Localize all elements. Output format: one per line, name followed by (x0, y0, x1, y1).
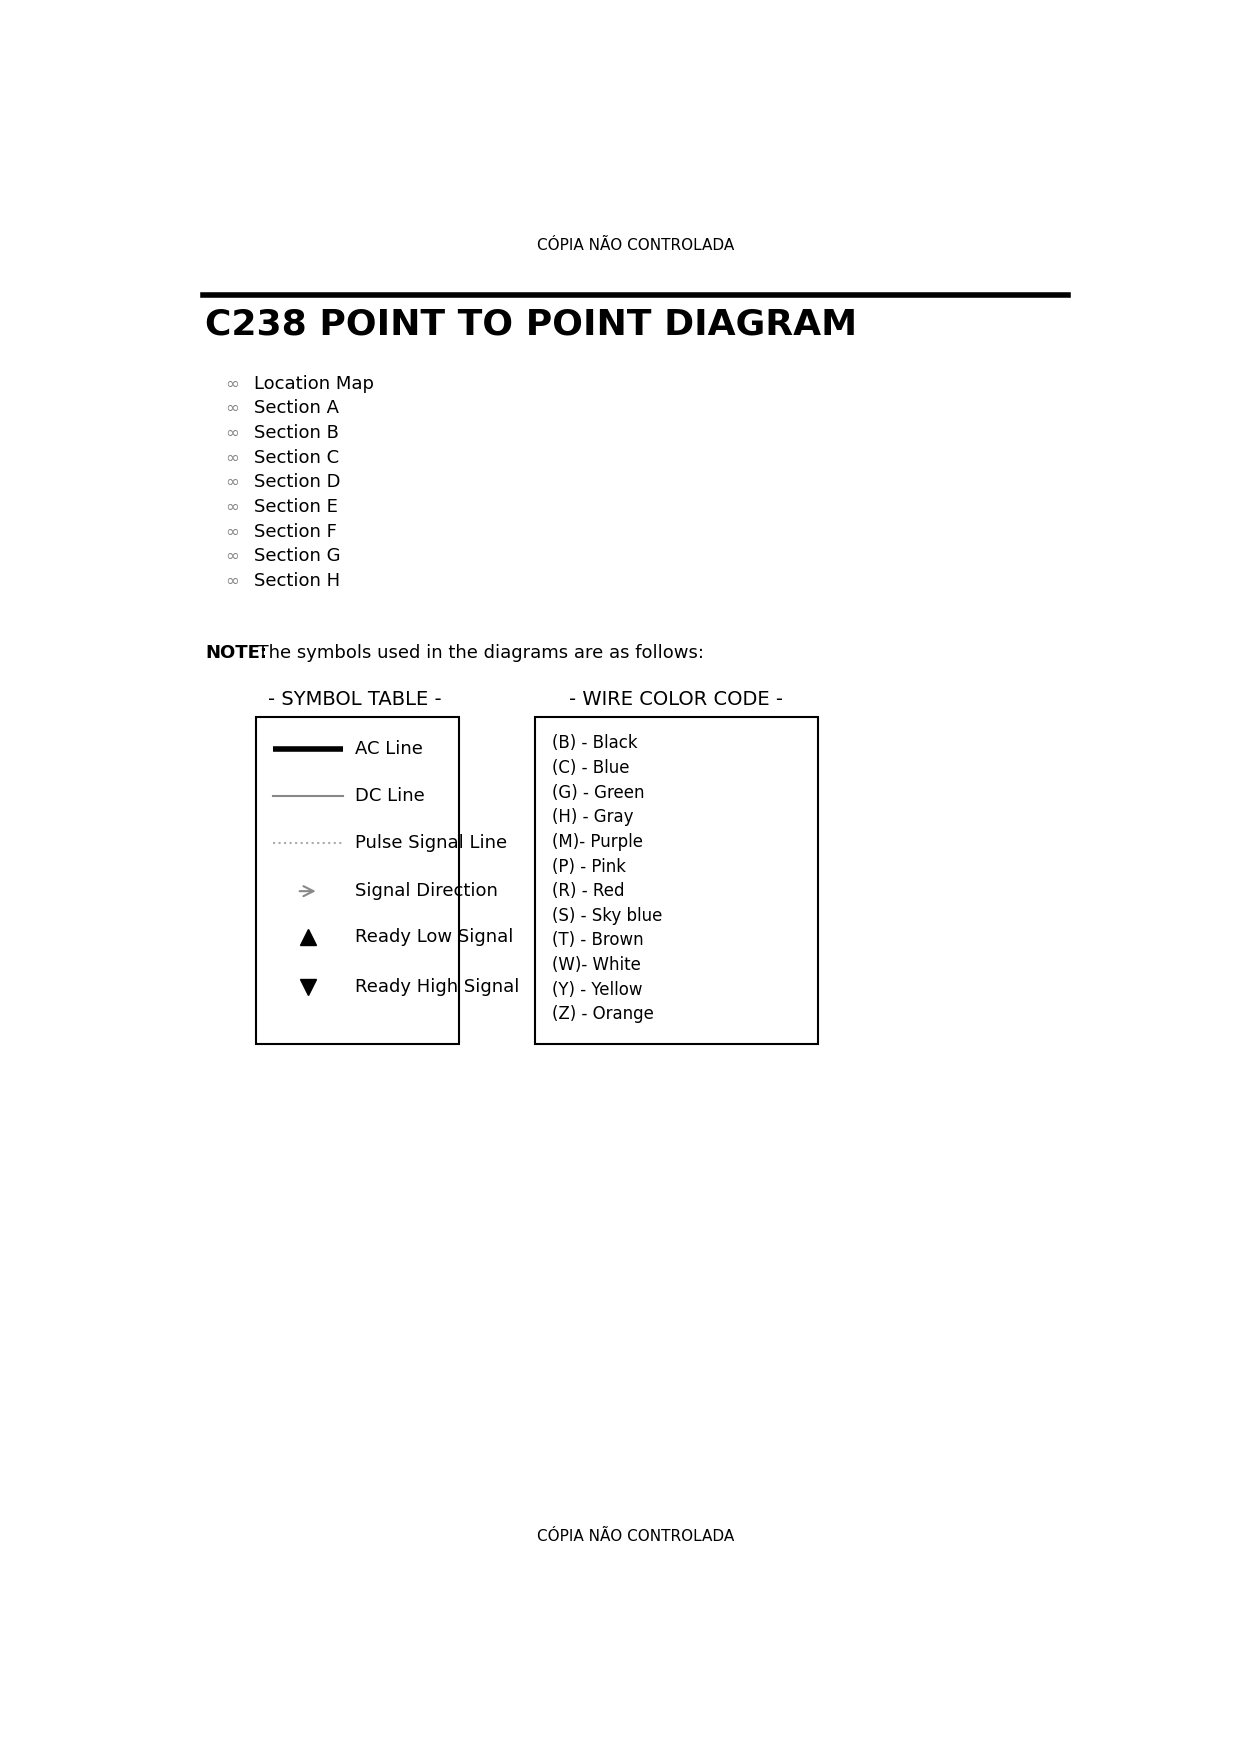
Text: - SYMBOL TABLE -: - SYMBOL TABLE - (268, 689, 441, 709)
Text: (T) - Brown: (T) - Brown (552, 931, 644, 949)
Bar (255, 717, 459, 1044)
Text: Location Map: Location Map (254, 375, 374, 393)
Text: Section F: Section F (254, 523, 337, 540)
Text: Signal Direction: Signal Direction (355, 882, 497, 900)
Text: NOTE:: NOTE: (206, 644, 268, 663)
Text: ∞: ∞ (226, 375, 239, 393)
Text: ∞: ∞ (226, 572, 239, 589)
Text: (C) - Blue: (C) - Blue (552, 759, 629, 777)
Text: Pulse Signal Line: Pulse Signal Line (355, 835, 507, 852)
Text: - WIRE COLOR CODE -: - WIRE COLOR CODE - (569, 689, 782, 709)
Text: Section E: Section E (254, 498, 339, 516)
Text: Ready High Signal: Ready High Signal (355, 977, 520, 996)
Text: (R) - Red: (R) - Red (552, 882, 624, 900)
Bar (534, 717, 817, 1044)
Text: ∞: ∞ (226, 523, 239, 540)
Text: AC Line: AC Line (355, 740, 423, 758)
Text: Section B: Section B (254, 424, 339, 442)
Text: (P) - Pink: (P) - Pink (552, 858, 626, 875)
Text: ∞: ∞ (226, 547, 239, 565)
Text: Section H: Section H (254, 572, 340, 589)
Text: Ready Low Signal: Ready Low Signal (355, 928, 513, 947)
Text: CÓPIA NÃO CONTROLADA: CÓPIA NÃO CONTROLADA (537, 1529, 734, 1544)
Text: (W)- White: (W)- White (552, 956, 641, 973)
Text: The symbols used in the diagrams are as follows:: The symbols used in the diagrams are as … (246, 644, 703, 663)
Text: Section A: Section A (254, 400, 340, 417)
Text: ∞: ∞ (226, 498, 239, 516)
Text: DC Line: DC Line (355, 788, 424, 805)
Text: C238 POINT TO POINT DIAGRAM: C238 POINT TO POINT DIAGRAM (206, 307, 858, 342)
Text: CÓPIA NÃO CONTROLADA: CÓPIA NÃO CONTROLADA (537, 237, 734, 253)
Text: (M)- Purple: (M)- Purple (552, 833, 642, 851)
Text: (H) - Gray: (H) - Gray (552, 809, 634, 826)
Text: (Y) - Yellow: (Y) - Yellow (552, 980, 642, 998)
Text: Section D: Section D (254, 474, 341, 491)
Text: (Z) - Orange: (Z) - Orange (552, 1005, 653, 1023)
Text: Section G: Section G (254, 547, 341, 565)
Text: (S) - Sky blue: (S) - Sky blue (552, 907, 662, 924)
Text: ∞: ∞ (226, 449, 239, 467)
Text: ∞: ∞ (226, 400, 239, 417)
Text: ∞: ∞ (226, 474, 239, 491)
Text: (G) - Green: (G) - Green (552, 784, 645, 802)
Text: Section C: Section C (254, 449, 340, 467)
Text: (B) - Black: (B) - Black (552, 735, 637, 752)
Text: ∞: ∞ (226, 424, 239, 442)
